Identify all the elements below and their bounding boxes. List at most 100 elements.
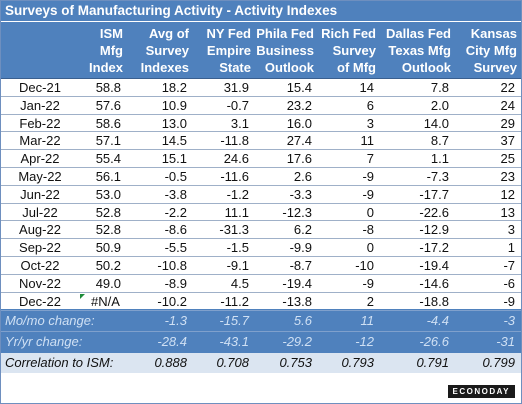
cell-ny: -11.6 — [220, 168, 249, 184]
summary-cell-avg: -1.3 — [164, 313, 187, 329]
error-marker-icon — [80, 293, 85, 299]
cell-ny: -11.8 — [220, 133, 249, 149]
summary-cell-ny: 0.708 — [216, 355, 249, 371]
cell-rich: 0 — [366, 240, 374, 256]
cell-dallas: 8.7 — [430, 133, 449, 149]
column-header-line: Outlook — [264, 59, 314, 75]
cell-ism: 55.4 — [95, 151, 121, 167]
column-header-line: Outlook — [401, 59, 451, 75]
cell-rich: 6 — [366, 97, 374, 113]
cell-ism: 53.0 — [95, 186, 121, 202]
cell-rich: 0 — [366, 204, 374, 220]
cell-dallas: -7.3 — [426, 168, 449, 184]
summary-section: Mo/mo change: -1.3 -15.7 5.6 11 -4.4 -3 Yr/yr c… — [1, 310, 521, 374]
column-header-line: ISM — [99, 25, 123, 41]
cell-ism: 58.8 — [95, 80, 121, 95]
cell-phila: 17.6 — [286, 151, 312, 167]
cell-ny: 11.1 — [224, 204, 249, 220]
cell-ny: 3.1 — [230, 115, 249, 131]
cell-avg: -10.8 — [157, 257, 187, 273]
cell-kansas: 23 — [500, 168, 515, 184]
summary-row: Correlation to ISM: 0.888 0.708 0.753 0.793 0… — [1, 352, 521, 374]
cell-month: Jun-22 — [20, 186, 60, 202]
cell-kansas: 25 — [500, 151, 515, 167]
column-header-line: Survey — [332, 42, 376, 58]
cell-rich: 3 — [366, 115, 374, 131]
column-header-kansas: Kansas City Mfg Survey — [455, 22, 521, 78]
table-row: Mar-22 57.1 14.5 -11.8 27.4 11 8.7 37 — [1, 132, 521, 151]
cell-ism: 50.2 — [95, 257, 121, 273]
cell-ny: -31.3 — [219, 222, 249, 238]
econoday-logo: ECONODAY — [447, 385, 515, 398]
summary-cell-dallas: -26.6 — [419, 334, 449, 350]
cell-phila: 23.2 — [286, 97, 312, 113]
cell-rich: 2 — [366, 293, 374, 309]
cell-month: Aug-22 — [19, 222, 61, 238]
summary-cell-avg: 0.888 — [154, 355, 187, 371]
column-header-line: Survey — [473, 59, 517, 75]
cell-rich: 7 — [366, 151, 374, 167]
summary-cell-kansas: -31 — [496, 334, 515, 350]
cell-rich: -9 — [362, 186, 374, 202]
cell-phila: -12.3 — [282, 204, 312, 220]
cell-ny: -11.2 — [220, 293, 249, 309]
cell-avg: 18.2 — [161, 80, 187, 95]
cell-dallas: 2.0 — [430, 97, 449, 113]
summary-cell-kansas: 0.799 — [482, 355, 515, 371]
table-header: ISM Mfg Index Avg of Survey Indexes NY Fed Empi… — [1, 22, 521, 79]
cell-rich: -9 — [362, 275, 374, 291]
cell-kansas: 3 — [507, 222, 515, 238]
summary-label: Yr/yr change: — [5, 334, 83, 350]
column-header-line: Business — [256, 42, 314, 58]
cell-kansas: 29 — [500, 115, 515, 131]
cell-kansas: 12 — [500, 186, 515, 202]
cell-rich: -8 — [362, 222, 374, 238]
cell-dallas: 1.1 — [430, 151, 449, 167]
cell-ny: 4.5 — [230, 275, 249, 291]
column-header-dallas: Dallas Fed Texas Mfg Outlook — [380, 22, 455, 78]
cell-ny: -1.2 — [226, 186, 249, 202]
cell-dallas: -17.2 — [419, 240, 449, 256]
cell-avg: 14.5 — [161, 133, 187, 149]
summary-cell-phila: 5.6 — [293, 313, 312, 329]
cell-phila: -8.7 — [289, 257, 312, 273]
column-header-line: Dallas Fed — [385, 25, 451, 41]
summary-cell-dallas: 0.791 — [416, 355, 449, 371]
cell-ny: -9.1 — [226, 257, 249, 273]
column-header-month — [1, 22, 79, 78]
column-header-line: State — [219, 59, 251, 75]
table-row: Apr-22 55.4 15.1 24.6 17.6 7 1.1 25 — [1, 150, 521, 168]
column-header-line: Phila Fed — [256, 25, 314, 41]
cell-ny: -0.7 — [226, 97, 249, 113]
cell-rich: 11 — [360, 133, 375, 149]
cell-dallas: -22.6 — [419, 204, 449, 220]
table-title: Surveys of Manufacturing Activity - Acti… — [1, 1, 521, 22]
column-header-line: City Mfg — [465, 42, 517, 58]
summary-cell-ny: -15.7 — [219, 313, 249, 329]
cell-phila: -13.8 — [282, 293, 312, 309]
cell-ism: 57.6 — [95, 97, 121, 113]
cell-phila: 2.6 — [293, 168, 312, 184]
column-header-line: Empire — [206, 42, 251, 58]
cell-month: Apr-22 — [20, 151, 60, 167]
column-header-line: Survey — [145, 42, 189, 58]
table-row: Jun-22 53.0 -3.8 -1.2 -3.3 -9 -17.7 12 — [1, 186, 521, 204]
cell-dallas: 14.0 — [423, 115, 449, 131]
summary-cell-rich: 11 — [360, 313, 375, 329]
cell-avg: -10.2 — [157, 293, 187, 309]
cell-dallas: 7.8 — [430, 80, 449, 95]
cell-kansas: 37 — [500, 133, 515, 149]
cell-ny: -1.5 — [226, 240, 249, 256]
summary-label: Correlation to ISM: — [5, 355, 114, 371]
cell-phila: -19.4 — [282, 275, 312, 291]
cell-rich: -9 — [362, 168, 374, 184]
cell-ny: 24.6 — [223, 151, 249, 167]
cell-dallas: -12.9 — [419, 222, 449, 238]
summary-cell-rich: 0.793 — [341, 355, 374, 371]
table-row: Dec-22 #N/A -10.2 -11.2 -13.8 2 -18.8 -9 — [1, 293, 521, 311]
cell-month: Jul-22 — [22, 204, 58, 220]
summary-cell-phila: -29.2 — [282, 334, 312, 350]
cell-ism: 52.8 — [95, 222, 121, 238]
cell-avg: -0.5 — [164, 168, 187, 184]
column-header-line: Kansas — [470, 25, 517, 41]
